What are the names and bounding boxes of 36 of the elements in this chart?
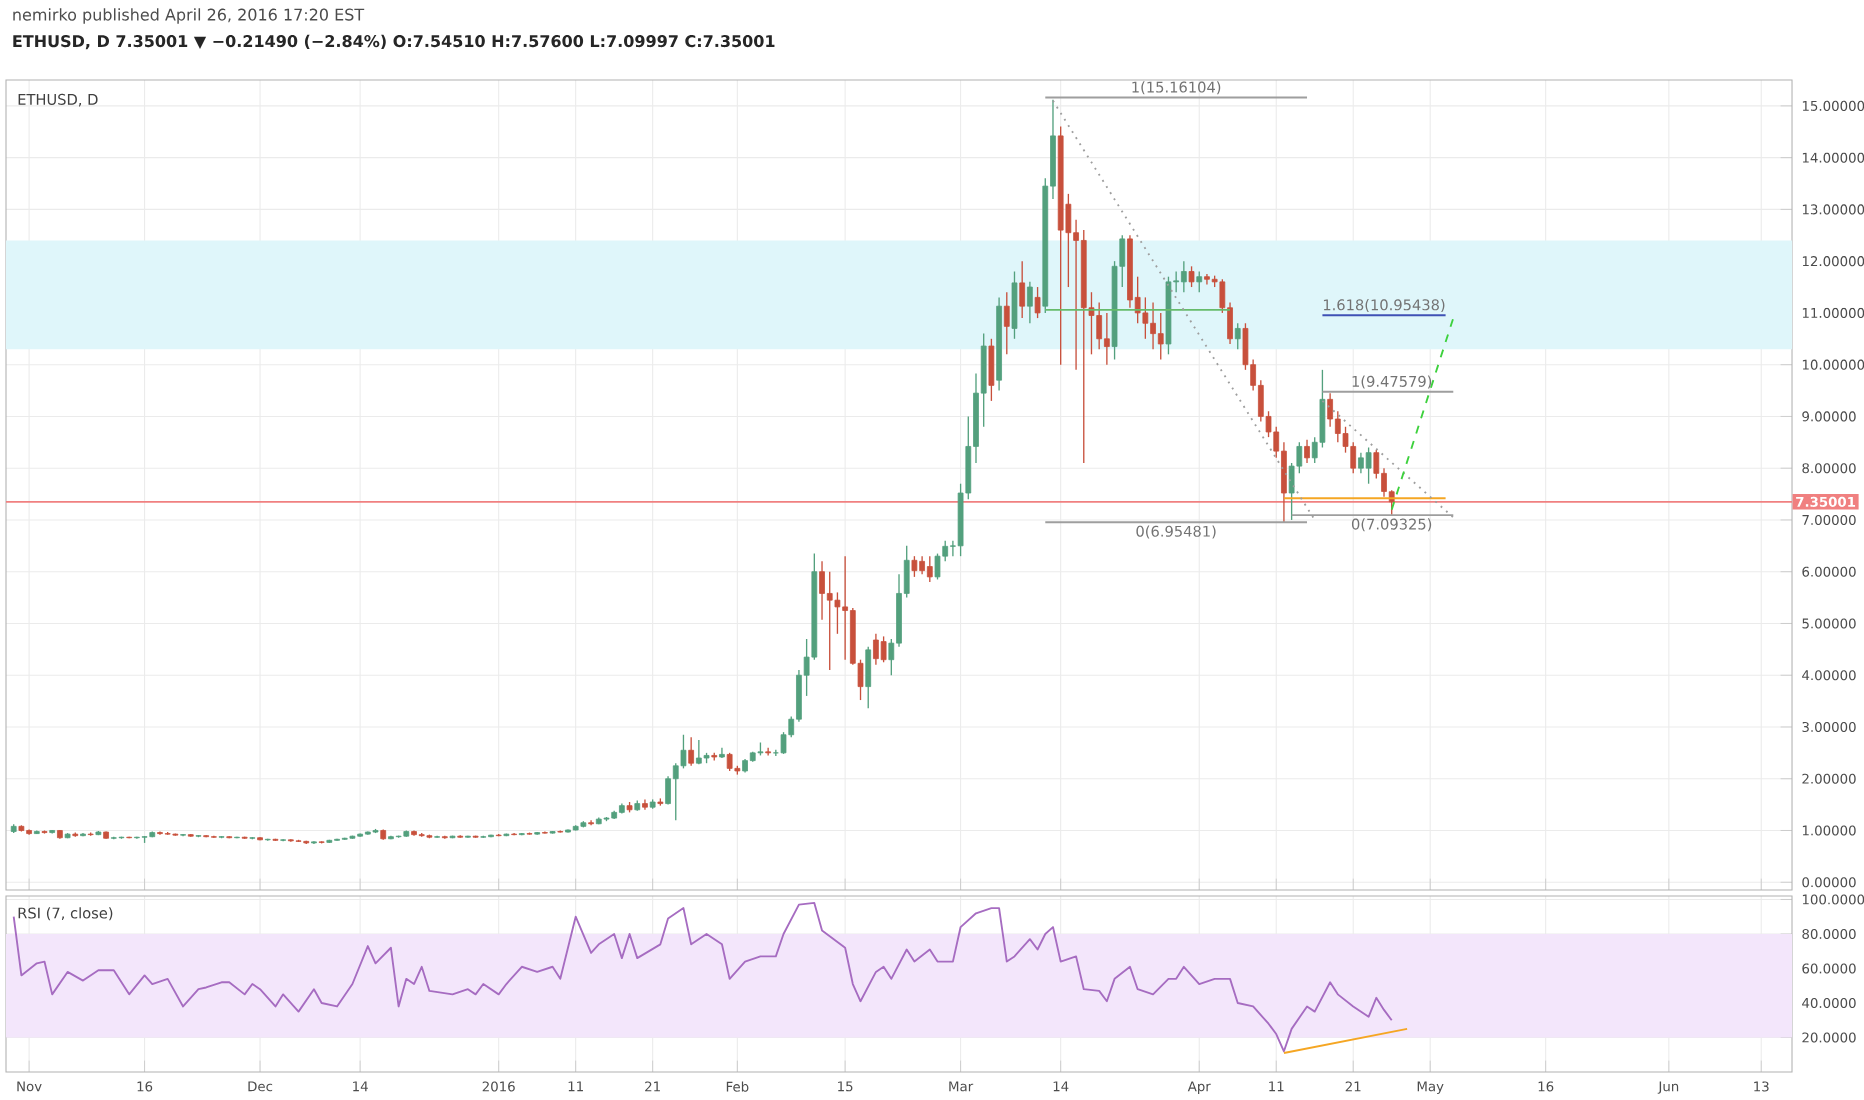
candlestick [1019,260,1026,319]
candlestick [1365,446,1372,485]
chart-title: ETHUSD, D 7.35001 ▼ −0.21490 (−2.84%) O:7.54510 H:7.57600 L:7.09997 C:7.35001 [13,34,775,50]
candlestick [911,555,918,578]
candlestick [1180,260,1187,293]
line-series [12,901,1393,1053]
candlestick [1157,312,1164,361]
candlestick [926,555,933,583]
candlestick [919,555,925,575]
candlestick [880,635,887,663]
candlestick [1234,322,1241,350]
candlestick [1034,286,1041,319]
candlestick [1003,291,1010,355]
candlestick [842,555,848,661]
candlestick [1188,265,1195,288]
candlestick [1150,301,1156,350]
candlestick [826,571,833,671]
candlestick [1196,270,1203,293]
text: nemirko published April 26, 2016 17:20 EST [13,8,365,24]
candlestick [1011,270,1018,340]
candlestick [865,646,872,710]
candlestick [1096,301,1103,350]
candlestick [695,739,702,765]
candlestick [1304,439,1310,464]
candlestick [688,736,695,767]
candlestick [1142,296,1149,340]
candlestick [988,338,995,402]
candlestick [1104,312,1110,366]
candlestick [1027,281,1033,324]
candlestick [1358,451,1364,475]
candlestick [934,552,941,581]
candlestick [873,633,879,666]
candlestick [819,560,825,621]
candlestick [726,752,733,772]
candlestick [1327,392,1333,428]
candlestick [1350,441,1357,475]
